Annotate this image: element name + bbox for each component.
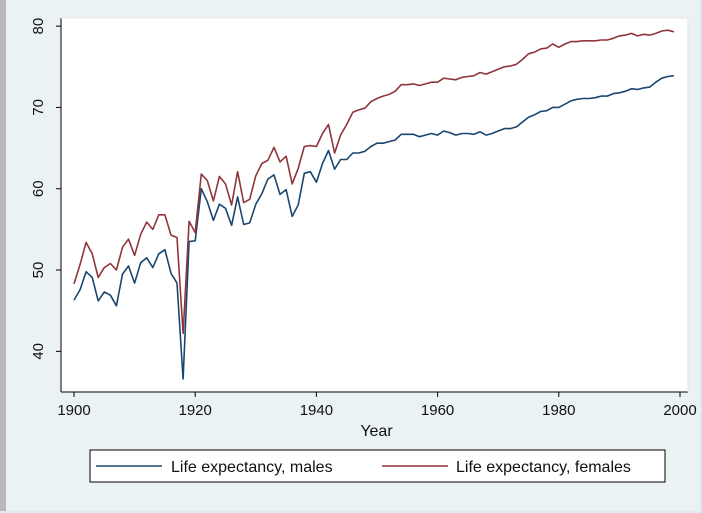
- x-tick-label: 1980: [542, 402, 575, 419]
- x-tick-label: 1920: [179, 402, 212, 419]
- series-line-females: [73, 29, 675, 335]
- y-tick-label: 80: [30, 18, 47, 35]
- y-tick-label: 40: [30, 343, 47, 360]
- x-tick-label: 1960: [421, 402, 454, 419]
- axes: 40 50 60 70 80 1900 1920 1940 1960 1980 2000: [30, 17, 697, 419]
- y-tick-label: 60: [30, 180, 47, 197]
- legend-label: Life expectancy, males: [171, 459, 333, 476]
- legend: Life expectancy, males Life expectancy, f…: [89, 449, 666, 483]
- x-tick-label: 2000: [663, 402, 696, 419]
- legend-box: [89, 449, 666, 483]
- plot-area: [73, 29, 675, 380]
- series-line-males: [73, 74, 675, 380]
- x-tick-label: 1940: [300, 402, 333, 419]
- y-tick-label: 50: [30, 262, 47, 279]
- x-tick-label: 1900: [57, 402, 90, 419]
- x-axis-title: Year: [360, 423, 393, 440]
- legend-label: Life expectancy, females: [456, 459, 631, 476]
- y-tick-label: 70: [30, 99, 47, 116]
- plot-background: [61, 18, 688, 392]
